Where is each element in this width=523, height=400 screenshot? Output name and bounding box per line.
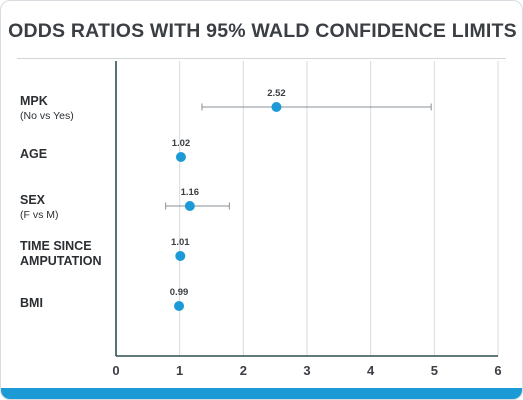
category-label: TIME SINCE <box>20 239 92 253</box>
category-sublabel: (F vs M) <box>20 209 59 221</box>
chart-title: ODDS RATIOS WITH 95% WALD CONFIDENCE LIM… <box>8 20 517 42</box>
category-label: BMI <box>20 296 43 310</box>
estimate-point <box>184 201 195 211</box>
category-label: SEX <box>20 193 46 207</box>
bottom-accent-bar <box>1 388 522 399</box>
estimate-point <box>174 301 185 311</box>
estimate-point <box>175 251 186 261</box>
category-label: AGE <box>20 147 47 161</box>
x-tick-label: 0 <box>112 363 119 378</box>
estimate-point <box>271 102 282 112</box>
title-divider <box>17 58 506 59</box>
x-tick-label: 2 <box>240 363 247 378</box>
data-label: 1.16 <box>181 187 200 198</box>
data-label: 2.52 <box>267 88 286 99</box>
category-sublabel: (No vs Yes) <box>20 110 74 122</box>
x-tick-label: 6 <box>494 363 501 378</box>
data-label: 0.99 <box>170 287 189 298</box>
estimate-point <box>175 152 186 162</box>
category-label: MPK <box>20 94 48 108</box>
category-label: AMPUTATION <box>20 254 101 268</box>
x-tick-label: 3 <box>303 363 310 378</box>
x-tick-label: 4 <box>367 363 375 378</box>
x-tick-label: 1 <box>176 363 183 378</box>
data-label: 1.02 <box>172 138 191 149</box>
data-label: 1.01 <box>171 237 190 248</box>
x-tick-label: 5 <box>431 363 438 378</box>
